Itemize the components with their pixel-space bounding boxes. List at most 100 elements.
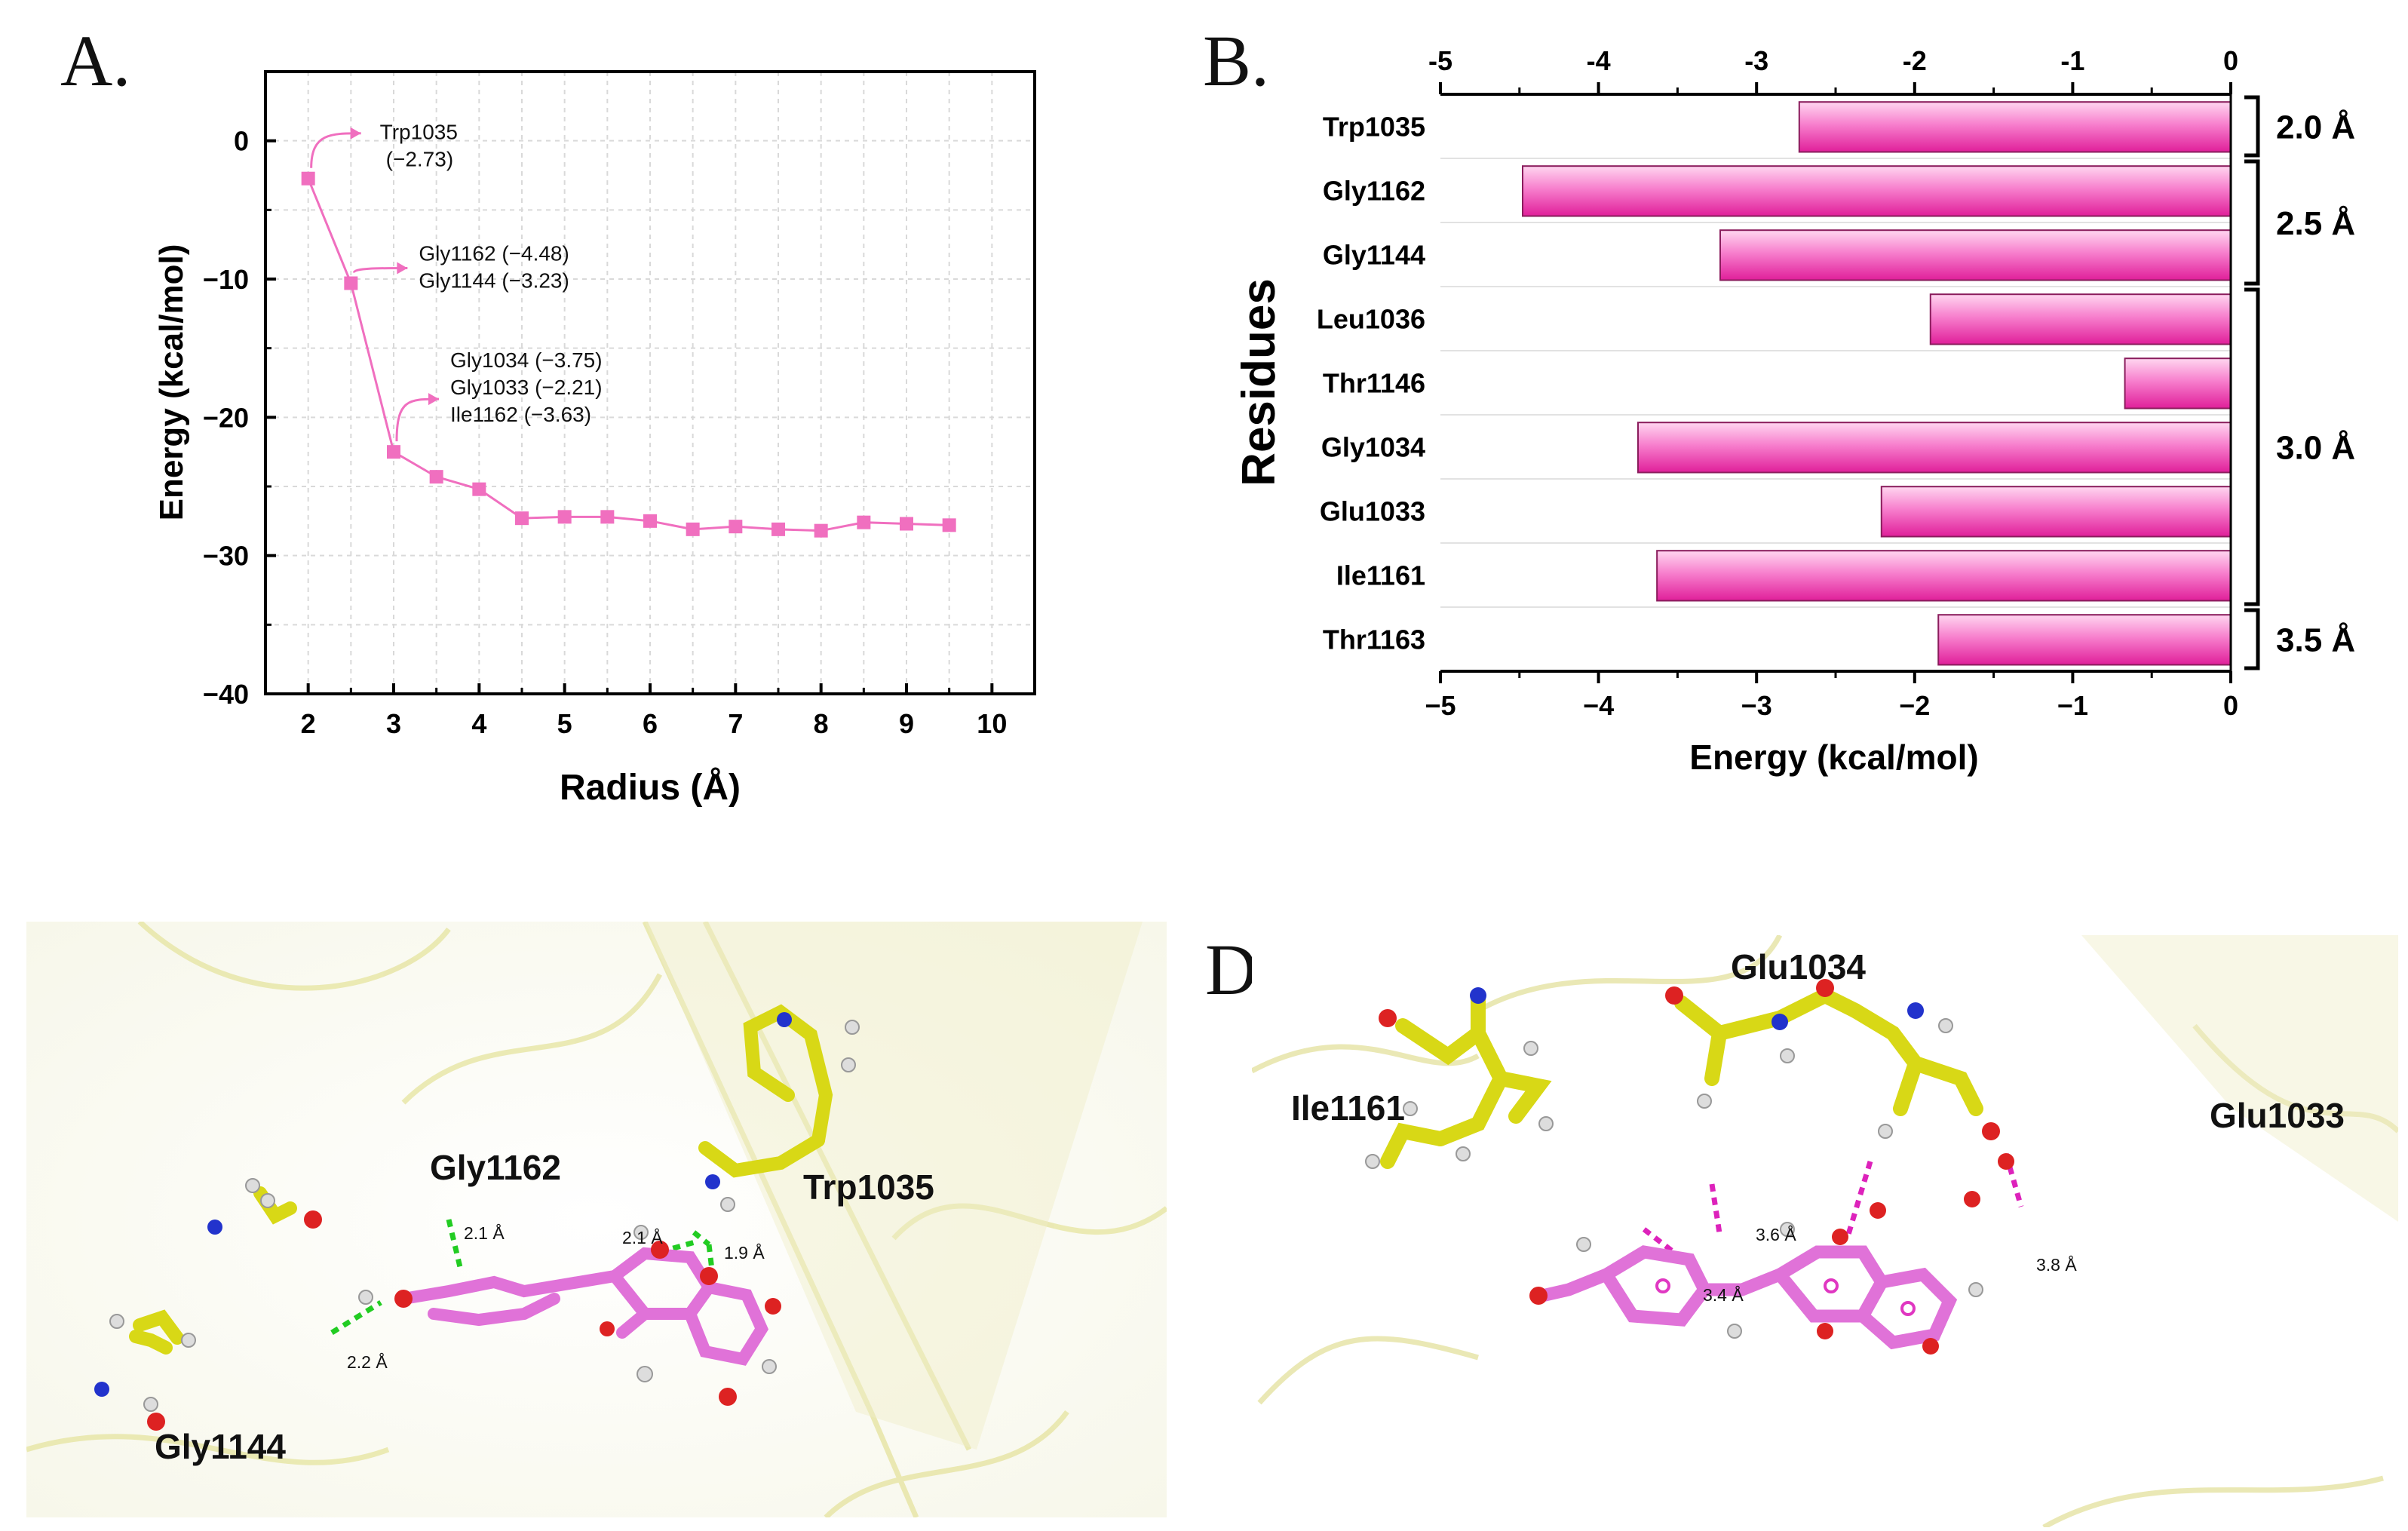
group-bracket <box>2244 159 2260 286</box>
x-tick-label: 5 <box>557 708 572 739</box>
axis-ticks: 2 3 4 5 6 7 8 9 10 0 −10 −20 −30 −40 <box>203 70 1007 739</box>
x-axis-label: Energy (kcal/mol) <box>1689 738 1978 777</box>
bar <box>1937 614 2232 666</box>
panel-c-structure-image: Gly1162 Trp1035 Gly1144 2.1 Å 2.1 Å 1.9 … <box>26 922 1167 1517</box>
x-tick-label: −3 <box>1741 690 1772 721</box>
x-tick-label: 6 <box>643 708 658 739</box>
series-points <box>301 171 956 538</box>
category-label: Trp1035 <box>1323 112 1425 143</box>
x-top-tick-label: -5 <box>1428 45 1452 76</box>
data-point <box>771 522 785 536</box>
data-point <box>729 520 743 534</box>
x-tick-label: −5 <box>1425 690 1456 721</box>
grid <box>265 71 1035 695</box>
group-label: 2.5 Å <box>2276 205 2355 242</box>
residue-label-glu1034: Glu1034 <box>1731 947 1866 986</box>
panel-a-letter: A. <box>60 20 131 101</box>
data-point <box>301 171 315 186</box>
y-tick-label: 0 <box>234 126 249 157</box>
x-tick-label: 7 <box>728 708 743 739</box>
x-top-tick-label: -3 <box>1744 45 1768 76</box>
axes: −5 −4 −3 −2 −1 0 -5 -4 -3 -2 -1 0 <box>1425 45 2238 721</box>
bar <box>1521 165 2232 217</box>
group-bracket <box>2244 95 2260 158</box>
bar <box>1719 229 2232 281</box>
radius-groups: 2.0 Å 2.5 Å 3.0 Å 3.5 Å <box>2244 95 2355 670</box>
series-line <box>307 178 949 532</box>
x-tick-label: 4 <box>471 708 486 739</box>
x-tick-label: 2 <box>301 708 316 739</box>
bar <box>1637 422 2232 474</box>
category-label: Thr1163 <box>1323 624 1425 655</box>
distance-label: 2.1 Å <box>464 1223 505 1243</box>
bar <box>1656 550 2232 602</box>
residue-label-glu1033: Glu1033 <box>2210 1096 2345 1135</box>
bar <box>1798 101 2232 153</box>
data-point <box>814 523 828 538</box>
data-point <box>686 522 700 536</box>
y-tick-label: −20 <box>203 402 249 433</box>
panel-d-molecular-view: Glu1034 Ile1161 Glu1033 3.6 Å 3.8 Å 3.4 … <box>1252 935 2398 1527</box>
annotation-label: Gly1033 (−2.21) <box>450 376 603 399</box>
annotation-arrowhead <box>428 393 439 406</box>
group-label: 3.0 Å <box>2276 430 2355 467</box>
category-label: Leu1036 <box>1317 304 1425 335</box>
x-tick-label: 0 <box>2223 690 2238 721</box>
panel-b-letter: B. <box>1203 20 1270 101</box>
distance-label: 3.4 Å <box>1703 1284 1744 1305</box>
annotation-label: Ile1162 (−3.63) <box>450 403 591 426</box>
x-tick-label: 8 <box>814 708 829 739</box>
bar <box>2124 357 2232 410</box>
data-point <box>429 470 443 484</box>
data-point <box>600 510 615 524</box>
category-label: Gly1162 <box>1323 176 1425 207</box>
annotation-arrowhead <box>350 127 361 140</box>
distance-label: 2.1 Å <box>622 1227 663 1247</box>
x-tick-label: 3 <box>386 708 401 739</box>
data-point <box>344 276 358 290</box>
residue-label-gly1162: Gly1162 <box>430 1148 561 1187</box>
distance-label: 3.6 Å <box>1756 1224 1796 1244</box>
y-tick-label: −30 <box>203 541 249 572</box>
annotation-arrow <box>395 397 440 442</box>
bar <box>1880 486 2232 538</box>
distance-label: 2.2 Å <box>347 1352 388 1372</box>
data-point <box>857 515 871 529</box>
data-point <box>557 510 572 524</box>
y-axis-label: Residues <box>1233 278 1285 486</box>
bar <box>1929 293 2232 345</box>
energy-radius-line-chart: 2 3 4 5 6 7 8 9 10 0 −10 −20 −30 −40 Trp1035 (−2.73) Gl… <box>153 70 1036 808</box>
x-top-tick-label: -1 <box>2060 45 2084 76</box>
x-top-tick-label: -2 <box>1903 45 1927 76</box>
category-label: Gly1034 <box>1321 432 1425 463</box>
group-label: 2.0 Å <box>2276 109 2355 146</box>
residue-label-gly1144: Gly1144 <box>155 1427 286 1466</box>
data-point <box>472 482 486 496</box>
annotation-arrow <box>310 132 361 168</box>
y-tick-label: −40 <box>203 679 249 710</box>
x-tick-label: 9 <box>899 708 914 739</box>
x-tick-label: −2 <box>1899 690 1930 721</box>
residue-label-ile1161: Ile1161 <box>1291 1088 1405 1128</box>
annotation-label: Gly1034 (−3.75) <box>450 348 603 372</box>
distance-label: 1.9 Å <box>724 1242 765 1263</box>
group-bracket <box>2244 287 2260 606</box>
group-bracket <box>2244 608 2260 670</box>
distance-label: 3.8 Å <box>2036 1254 2077 1275</box>
data-point <box>900 517 913 531</box>
group-label: 3.5 Å <box>2276 622 2355 659</box>
annotation-label: (−2.73) <box>386 148 453 171</box>
x-tick-label: 10 <box>977 708 1007 739</box>
x-tick-label: −4 <box>1583 690 1614 721</box>
x-top-tick-label: 0 <box>2223 45 2238 76</box>
annotation-arrowhead <box>397 262 408 275</box>
annotations: Trp1035 (−2.73) Gly1162 (−4.48) Gly1144 (−3… <box>310 121 603 442</box>
data-point <box>387 445 400 459</box>
data-point <box>515 511 529 526</box>
y-axis-label: Energy (kcal/mol) <box>153 244 190 521</box>
annotation-label: Gly1144 (−3.23) <box>419 269 569 293</box>
x-tick-label: −1 <box>2057 690 2088 721</box>
data-point <box>643 514 657 528</box>
category-label: Ile1161 <box>1336 560 1425 591</box>
panel-d-structure-image: Glu1034 Ile1161 Glu1033 3.6 Å 3.8 Å 3.4 … <box>1252 935 2398 1527</box>
